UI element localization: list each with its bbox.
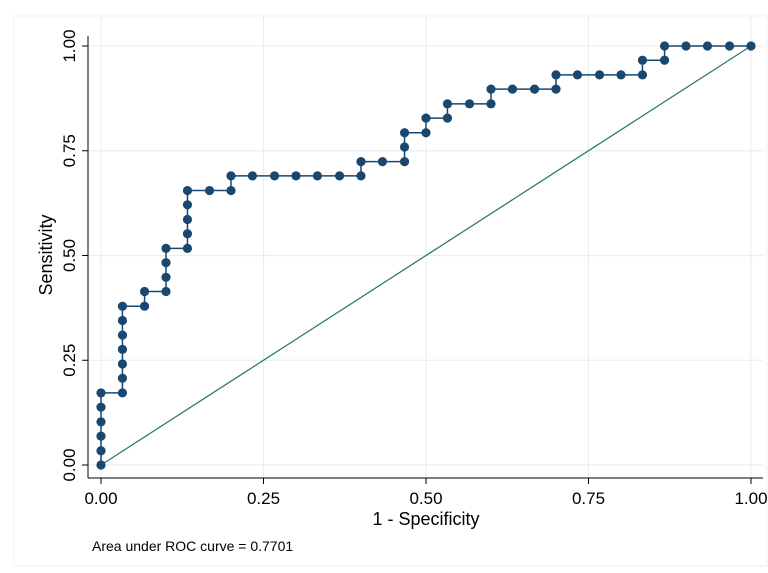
roc-curve-point [421,128,431,138]
roc-curve-point [572,70,583,80]
roc-curve-layer [96,41,756,470]
roc-curve-point [139,286,150,297]
x-tick-label: 0.25 [247,489,280,508]
roc-curve-point [96,388,106,398]
roc-curve-point [139,301,150,311]
roc-curve-point [312,171,323,181]
roc-curve-point [659,55,670,65]
roc-curve-point [96,431,106,441]
y-tick-label: 0.00 [60,448,79,481]
roc-curve-point [702,41,713,51]
roc-curve-point [486,99,496,109]
roc-curve-point [442,113,453,123]
roc-curve-point [96,417,106,427]
roc-curve-point [507,84,518,94]
roc-curve-point [182,214,193,225]
roc-curve-point [161,243,171,253]
roc-curve-point [616,70,626,80]
roc-curve-point [551,84,561,94]
y-tick-label: 0.25 [60,344,79,377]
roc-curve-point [182,185,193,196]
x-tick-label: 1.00 [734,489,767,508]
roc-curve-point [182,229,193,239]
roc-curve-point [746,41,756,51]
reference-line-layer [100,45,752,466]
roc-curve-point [226,185,236,196]
y-tick-label: 0.75 [60,134,79,167]
roc-curve-point [96,446,106,456]
reference-line [100,45,752,466]
roc-curve-point [356,171,366,181]
roc-curve-point [637,70,648,80]
roc-curve-point [399,128,410,138]
roc-curve-point [96,402,106,412]
x-tick-label: 0.75 [572,489,605,508]
roc-curve-point [182,243,193,253]
roc-curve-point [399,157,410,167]
roc-curve-point [681,41,691,51]
roc-curve-point [117,301,128,311]
roc-curve-point [551,70,561,80]
roc-curve-point [442,99,453,109]
roc-curve-point [594,70,605,80]
roc-curve-point [161,286,171,297]
x-axis-title: 1 - Specificity [372,509,479,529]
roc-curve-point [421,113,431,123]
axes-layer: 0.00 0.00 0.25 0.25 0.50 0.50 0.75 0.75 1.00 1.00 [60,29,768,508]
roc-curve-point [161,272,171,282]
roc-curve-point [161,258,171,268]
roc-curve-point [96,460,106,470]
roc-curve-point [377,157,388,167]
roc-curve-point [117,330,128,340]
y-tick-label: 0.50 [60,239,79,272]
roc-curve-point [659,41,670,51]
roc-curve-point [356,157,366,167]
auc-annotation: Area under ROC curve = 0.7701 [92,538,293,554]
roc-curve-point [464,99,475,109]
roc-curve-point [117,315,128,326]
roc-curve-point [117,344,128,354]
y-axis-title: Sensitivity [36,214,56,295]
roc-curve-point [334,171,345,181]
x-tick-label: 0.00 [84,489,117,508]
roc-curve-point [486,84,496,94]
roc-curve-point [226,171,236,181]
roc-curve-point [204,185,215,196]
roc-curve-point [291,171,301,181]
text-layer: 1 - Specificity Sensitivity Area under R… [36,214,480,554]
roc-curve-point [117,373,128,383]
roc-curve-point [724,41,735,51]
roc-curve-point [117,359,128,369]
roc-curve-point [247,171,258,181]
roc-curve-point [269,171,280,181]
roc-curve-point [117,388,128,398]
plot-region-outline [13,15,768,567]
x-tick-label: 0.50 [409,489,442,508]
roc-curve-point [399,142,410,152]
y-tick-label: 1.00 [60,29,79,62]
roc-curve-point [637,55,648,65]
roc-curve-point [182,200,193,210]
roc-curve-point [529,84,540,94]
